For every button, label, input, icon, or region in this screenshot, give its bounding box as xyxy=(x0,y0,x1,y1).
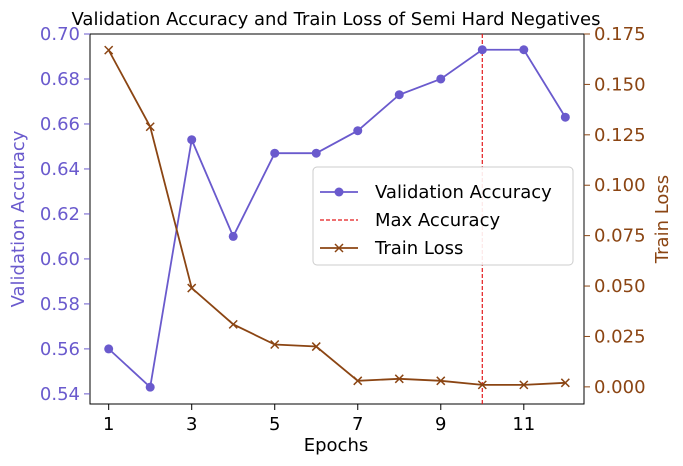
train-loss-point xyxy=(519,380,529,390)
train-loss-point xyxy=(436,376,446,386)
legend-box xyxy=(312,166,574,266)
y-right-tick-label: 0.100 xyxy=(594,175,646,196)
legend: Validation Accuracy Max Accuracy Train Los… xyxy=(312,166,574,266)
y-right-tick-label: 0.000 xyxy=(594,377,646,398)
y-left-tick-label: 0.54 xyxy=(40,384,80,405)
validation-accuracy-line xyxy=(108,48,567,389)
validation-accuracy-point xyxy=(477,45,487,55)
y-axis-right: 0.000 0.025 0.050 0.075 0.100 0.125 0.150 0.175 xyxy=(584,24,646,398)
y-left-tick-label: 0.70 xyxy=(40,24,80,45)
chart-title: Validation Accuracy and Train Loss of Se… xyxy=(72,9,601,30)
y-right-tick-label: 0.150 xyxy=(594,74,646,95)
train-loss-line xyxy=(107,49,566,386)
x-tick-label: 5 xyxy=(269,414,280,435)
train-loss-point xyxy=(477,380,487,390)
y-left-tick-label: 0.66 xyxy=(40,114,80,135)
validation-accuracy-point xyxy=(270,148,280,158)
validation-accuracy-point xyxy=(519,45,529,55)
y-right-tick-label: 0.050 xyxy=(594,276,646,297)
x-tick-label: 7 xyxy=(352,414,363,435)
y-right-tick-label: 0.025 xyxy=(594,326,646,347)
legend-train-loss-marker xyxy=(334,243,344,253)
legend-max-accuracy-label: Max Accuracy xyxy=(375,210,500,231)
legend-validation-accuracy-label: Validation Accuracy xyxy=(375,182,552,203)
validation-accuracy-point xyxy=(560,112,570,122)
y-right-tick-label: 0.125 xyxy=(594,125,646,146)
y-left-tick-label: 0.58 xyxy=(40,294,80,315)
validation-accuracy-point xyxy=(104,344,114,354)
x-tick-label: 9 xyxy=(435,414,446,435)
train-loss-point xyxy=(104,45,114,55)
x-axis: 1 3 5 7 9 11 xyxy=(103,404,535,435)
y-right-tick-label: 0.075 xyxy=(594,226,646,247)
x-tick-label: 1 xyxy=(103,414,114,435)
train-loss-point xyxy=(228,319,238,329)
plot-frame xyxy=(89,33,585,405)
validation-accuracy-point xyxy=(187,135,197,145)
train-loss-point xyxy=(394,374,404,384)
plot-area xyxy=(89,33,585,405)
y-right-tick-label: 0.175 xyxy=(594,24,646,45)
validation-accuracy-point xyxy=(436,74,446,84)
legend-validation-accuracy-marker xyxy=(334,187,344,197)
y-axis-left: 0.54 0.56 0.58 0.60 0.62 0.64 0.66 0.68 0.70 xyxy=(40,24,90,405)
series-layer xyxy=(104,45,570,392)
train-loss-point xyxy=(353,376,363,386)
y-left-tick-label: 0.64 xyxy=(40,159,80,180)
train-loss-point xyxy=(270,339,280,350)
validation-accuracy-point xyxy=(311,148,321,158)
y-axis-label-right: Train Loss xyxy=(652,175,673,264)
validation-accuracy-point xyxy=(394,90,404,100)
validation-accuracy-point xyxy=(353,126,363,136)
train-loss-point xyxy=(145,122,155,132)
legend-train-loss-label: Train Loss xyxy=(374,238,463,259)
x-tick-label: 11 xyxy=(512,414,535,435)
y-left-tick-label: 0.62 xyxy=(40,204,80,225)
validation-accuracy-point xyxy=(145,382,155,392)
train-loss-point xyxy=(311,342,321,352)
y-axis-label-left: Validation Accuracy xyxy=(8,130,29,307)
train-loss-point xyxy=(560,378,570,388)
train-loss-point xyxy=(187,283,197,293)
x-tick-label: 3 xyxy=(186,414,197,435)
y-left-tick-label: 0.60 xyxy=(40,249,80,270)
validation-accuracy-point xyxy=(228,231,238,241)
x-axis-label: Epochs xyxy=(304,435,369,456)
y-left-tick-label: 0.68 xyxy=(40,69,80,90)
y-left-tick-label: 0.56 xyxy=(40,339,80,360)
